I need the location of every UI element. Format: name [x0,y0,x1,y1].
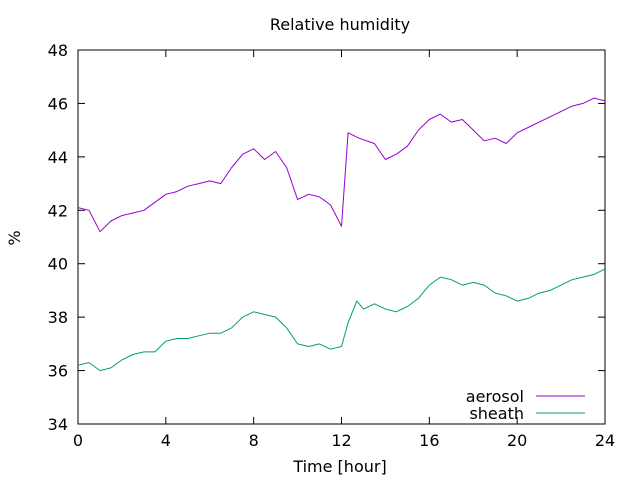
x-tick-label: 4 [161,431,171,450]
plot-border [77,49,606,425]
plot-frame [77,49,606,425]
series-line-sheath [77,268,606,372]
y-tick-label: 36 [48,362,68,381]
y-tick-label: 40 [48,255,68,274]
x-tick-label: 0 [73,431,83,450]
legend-label-sheath: sheath [469,404,524,423]
x-tick-label: 24 [595,431,615,450]
y-tick-label: 48 [48,41,68,60]
x-tick-label: 12 [331,431,351,450]
y-tick-label: 44 [48,148,68,167]
y-axis-title: % [5,230,24,245]
x-axis-title: Time [hour] [292,457,386,476]
y-tick-label: 46 [48,94,68,113]
legend-label-aerosol: aerosol [466,387,524,406]
series-layer [77,97,606,372]
y-tick-label: 38 [48,308,68,327]
y-tick-label: 42 [48,201,68,220]
x-tick-label: 16 [419,431,439,450]
x-tick-label: 20 [507,431,527,450]
x-tick-label: 8 [249,431,259,450]
y-tick-label: 34 [48,415,68,434]
chart-title: Relative humidity [270,15,410,34]
series-line-aerosol [77,97,606,233]
